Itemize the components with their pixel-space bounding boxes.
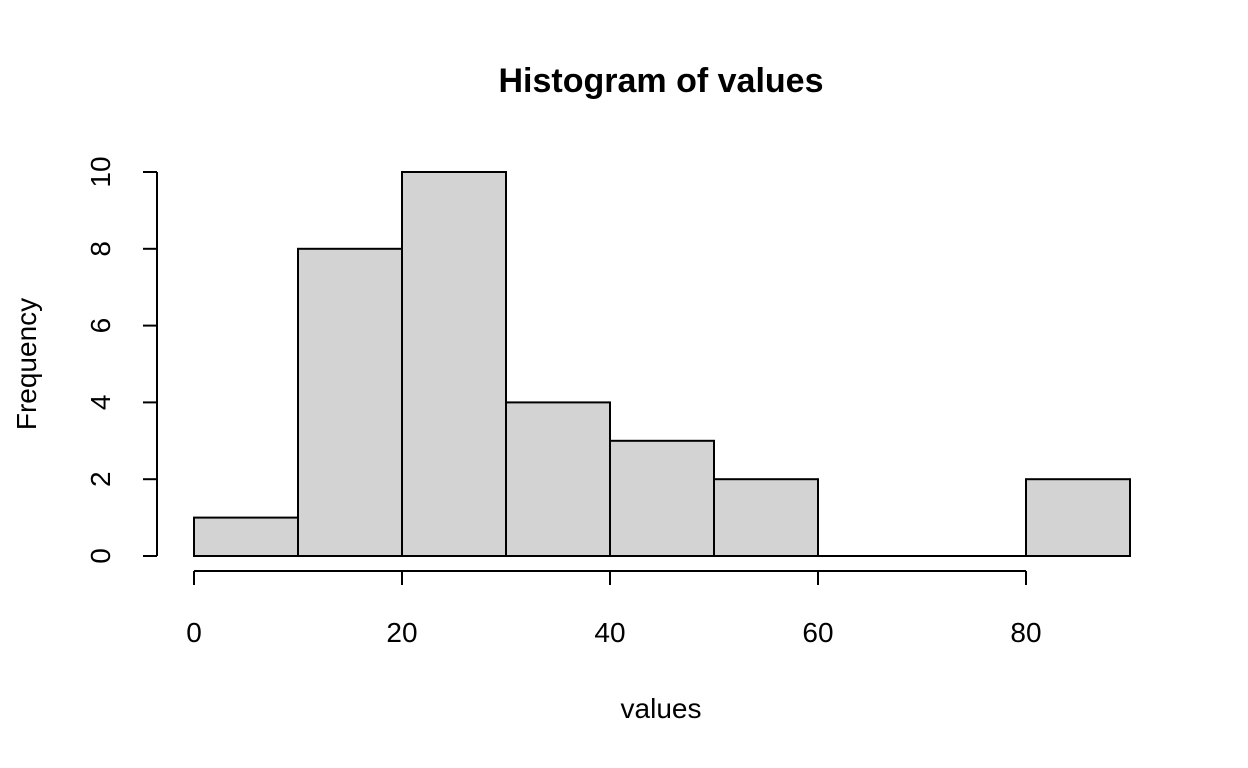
y-tick-label-2: 2 (85, 471, 116, 487)
chart-title: Histogram of values (499, 62, 824, 100)
x-tick-label-20: 20 (386, 617, 417, 648)
x-tick-label-40: 40 (594, 617, 625, 648)
y-axis: 0 2 4 6 8 10 (85, 156, 158, 564)
histogram-bar-20-30 (401, 171, 507, 557)
histogram-bar-50-60 (713, 478, 819, 558)
y-tick-label-8: 8 (85, 241, 116, 257)
histogram-bar-10-20 (297, 247, 403, 558)
y-tick-label-0: 0 (85, 548, 116, 564)
histogram-bar-40-50 (609, 439, 715, 557)
y-axis-label: Frequency (11, 298, 42, 430)
bars-group (193, 171, 1131, 558)
histogram-bar-80-90 (1025, 478, 1131, 558)
y-tick-label-6: 6 (85, 318, 116, 334)
histogram-bar-0-10 (193, 516, 299, 557)
x-tick-label-60: 60 (802, 617, 833, 648)
x-tick-label-0: 0 (186, 617, 202, 648)
x-tick-label-80: 80 (1010, 617, 1041, 648)
y-tick-label-4: 4 (85, 395, 116, 411)
y-tick-label-10: 10 (85, 156, 116, 187)
x-axis-label: values (621, 693, 702, 724)
histogram-bar-30-40 (505, 401, 611, 557)
x-axis: 0 20 40 60 80 (186, 570, 1042, 648)
